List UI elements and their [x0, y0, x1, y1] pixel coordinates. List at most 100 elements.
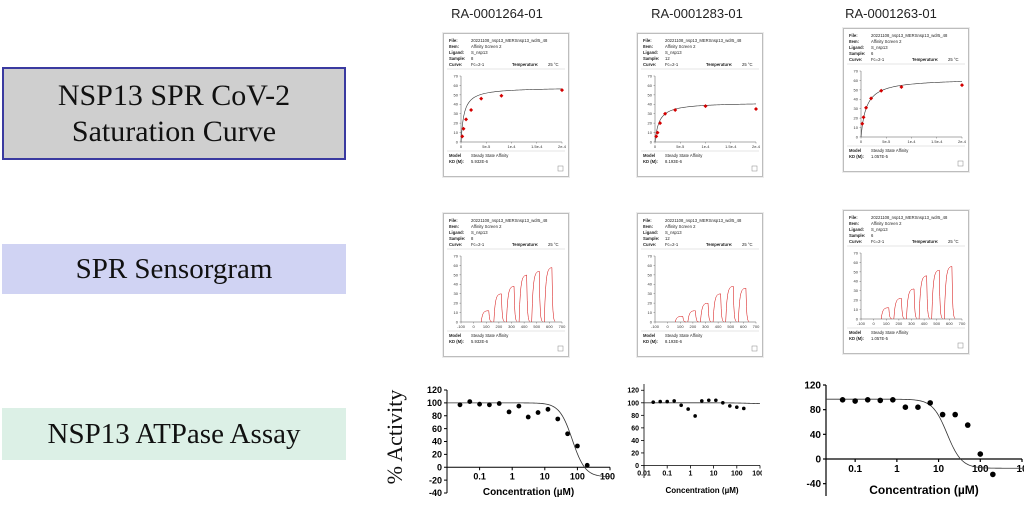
y-tick-label: 70 — [648, 73, 653, 78]
meta-value: Affinity Screen 2 — [471, 44, 502, 49]
model-value: Steady State Affinity — [471, 153, 509, 158]
y-tick-label: 20 — [854, 116, 859, 121]
meta-label: Temperature: — [912, 57, 938, 62]
x-tick-label: 600 — [546, 324, 553, 329]
x-tick-label: -100 — [857, 321, 866, 326]
x-tick-label: 500 — [533, 324, 540, 329]
meta-label: Curve: — [849, 57, 862, 62]
sensorgram-trace — [493, 293, 505, 323]
y-tick-label: 50 — [854, 269, 859, 274]
model-label: Model — [449, 333, 461, 338]
model-label: Model — [849, 330, 861, 335]
meta-value: 20221108_nsp13_MERSnsp13_wdr5_48 — [471, 38, 548, 43]
saturation-curve-row-label: NSP13 SPR CoV-2 Saturation Curve — [2, 67, 346, 160]
kd-label: KD (M): — [643, 339, 658, 344]
x-tick-label: 5e-5 — [482, 144, 491, 149]
meta-value: Affinity Screen 2 — [665, 224, 696, 229]
kd-label: KD (M): — [849, 154, 864, 159]
meta-label: Item: — [643, 224, 653, 229]
model-value: Steady State Affinity — [665, 333, 703, 338]
meta-value: 12 — [665, 56, 670, 61]
y-tick-label: 30 — [854, 106, 859, 111]
meta-value: 8 — [471, 236, 474, 241]
y-tick-label: 40 — [454, 282, 459, 287]
meta-value: Fc=2-1 — [665, 242, 679, 247]
data-point — [864, 105, 869, 110]
export-icon — [557, 165, 564, 172]
meta-value: 20221108_nsp13_MERSnsp13_wdr5_48 — [871, 215, 948, 220]
saturation-panel-2: File: 20221108_nsp13_MERSnsp13_wdr5_48 Ite… — [637, 33, 763, 177]
x-tick-label: 1 — [688, 470, 692, 477]
x-tick-label: 10 — [933, 464, 945, 475]
kd-value: 1.057E-5 — [871, 154, 889, 159]
x-axis-title: Concentration (µM) — [869, 483, 979, 497]
data-point — [479, 96, 484, 101]
data-point — [464, 117, 469, 122]
y-tick-label: 20 — [631, 450, 639, 457]
meta-value: Affinity Screen 2 — [471, 224, 502, 229]
y-tick-label: 60 — [454, 263, 459, 268]
data-point — [467, 399, 473, 404]
data-point — [860, 121, 865, 126]
atpase-chart-1: 120100806040200-20-400.11101001000Concen… — [427, 385, 615, 498]
x-tick-label: 500 — [727, 324, 734, 329]
atpase-y-axis-title: % Activity — [382, 390, 407, 485]
x-tick-label: 600 — [946, 321, 953, 326]
x-tick-label: 100 — [570, 471, 585, 481]
meta-label: Curve: — [643, 62, 656, 67]
y-tick-label: 40 — [454, 102, 459, 107]
y-tick-label: 60 — [648, 83, 653, 88]
x-tick-label: 400 — [921, 321, 928, 326]
fit-curve — [447, 402, 611, 478]
y-tick-label: 40 — [631, 438, 639, 445]
x-tick-label: 0.1 — [662, 470, 672, 477]
data-point — [915, 404, 921, 410]
y-tick-label: 0 — [650, 139, 653, 144]
meta-value: 6 — [871, 233, 874, 238]
x-tick-label: 0 — [654, 144, 657, 149]
sensorgram-label: SPR Sensorgram — [75, 252, 273, 285]
x-tick-label: 1.5e-4 — [531, 144, 543, 149]
x-tick-label: 0 — [667, 324, 670, 329]
sensorgram-trace — [480, 310, 492, 323]
kd-value: 5.932E-6 — [471, 339, 489, 344]
sensorgram-trace — [893, 298, 905, 320]
y-tick-label: 40 — [854, 97, 859, 102]
meta-label: Ligand: — [643, 50, 658, 55]
data-point — [499, 93, 504, 98]
meta-value: 6 — [871, 51, 874, 56]
meta-value: S_nsp13 — [471, 230, 488, 235]
y-tick-label: 60 — [854, 78, 859, 83]
model-value: Steady State Affinity — [871, 148, 909, 153]
meta-label: File: — [449, 218, 458, 223]
data-point — [735, 405, 739, 409]
x-tick-label: 0 — [873, 321, 876, 326]
meta-label: File: — [449, 38, 458, 43]
data-point — [545, 406, 551, 412]
data-point — [460, 134, 465, 139]
data-point — [461, 126, 466, 131]
sensorgram-panel-3: File: 20221108_nsp13_MERSnsp13_wdr5_48 Ite… — [843, 210, 969, 354]
atpase-row-label: NSP13 ATPase Assay — [2, 408, 346, 460]
export-icon — [957, 160, 964, 167]
data-point — [469, 107, 474, 112]
x-tick-label: 1.5e-4 — [931, 139, 943, 144]
meta-value: S_nsp13 — [665, 50, 682, 55]
sensorgram-trace — [674, 316, 686, 323]
data-point — [714, 398, 718, 403]
data-point — [861, 115, 866, 120]
meta-value: 20221108_nsp13_MERSnsp13_wdr5_48 — [665, 218, 742, 223]
meta-value: 25 °C — [948, 239, 959, 244]
atpase-label: NSP13 ATPase Assay — [47, 417, 301, 450]
x-tick-label: 1e-4 — [907, 139, 916, 144]
y-tick-label: 40 — [648, 282, 653, 287]
meta-label: File: — [849, 215, 858, 220]
sensorgram-trace — [518, 274, 530, 323]
data-point — [703, 104, 708, 109]
meta-value: S_nsp13 — [471, 50, 488, 55]
y-tick-label: 60 — [454, 83, 459, 88]
x-tick-label: 1e-4 — [701, 144, 710, 149]
data-point — [754, 107, 758, 111]
meta-label: Curve: — [449, 242, 462, 247]
data-point — [879, 88, 884, 93]
